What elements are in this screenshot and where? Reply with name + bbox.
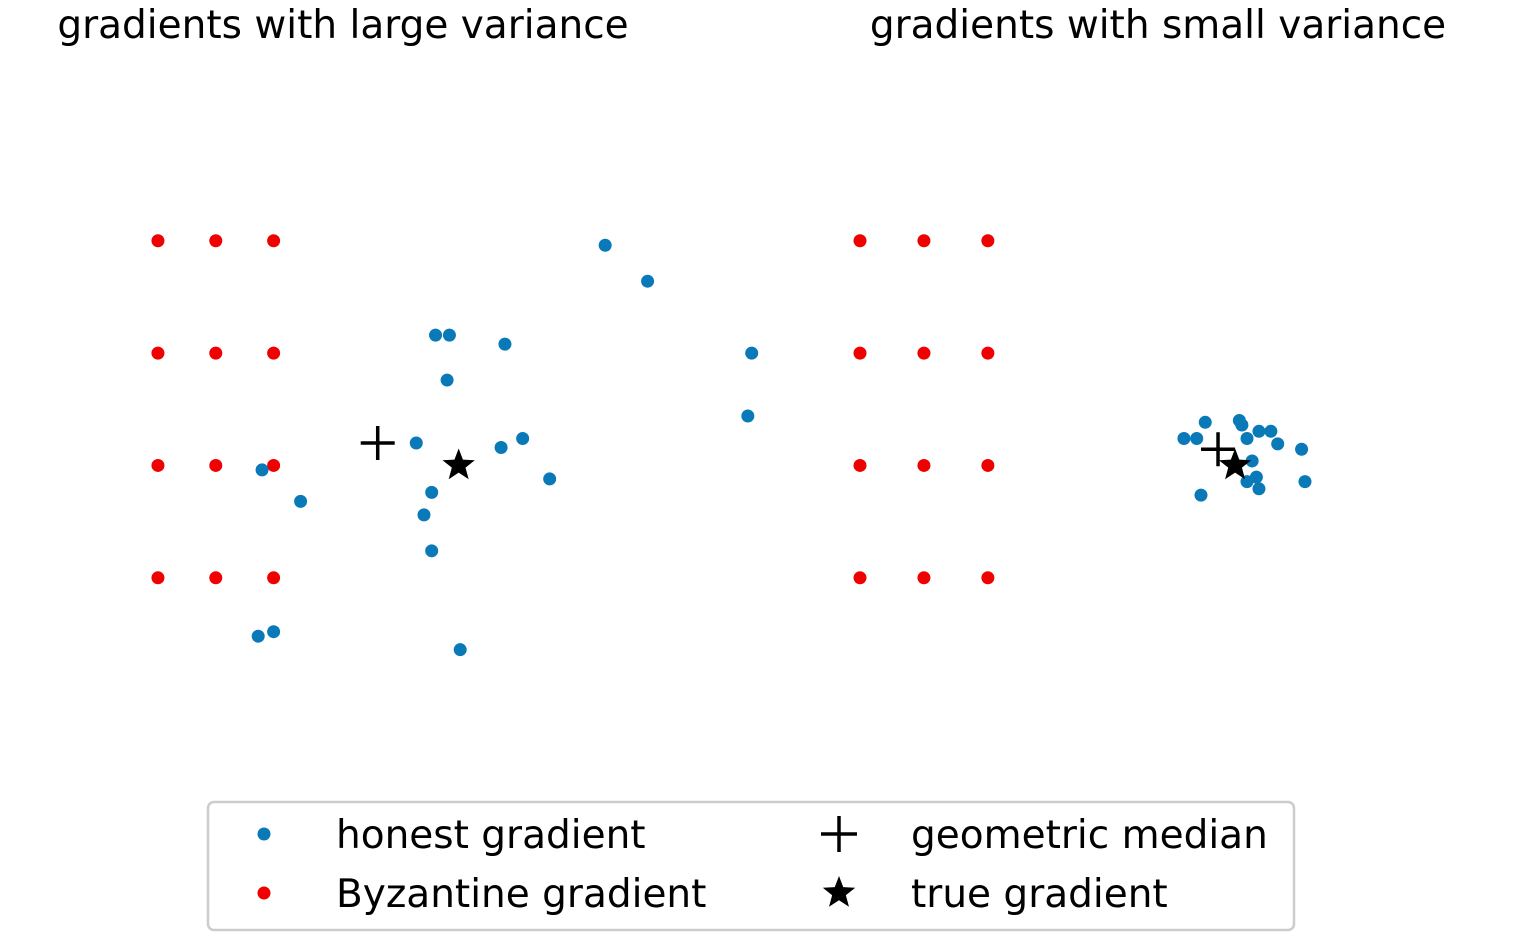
byzantine-point-2	[267, 234, 281, 248]
byzantine-point-3	[853, 346, 867, 360]
honest-point-13	[1252, 482, 1266, 496]
legend-frame	[206, 800, 1296, 932]
byzantine-point-6	[151, 458, 165, 472]
byzantine-point-7	[209, 458, 223, 472]
geometric-median-marker	[360, 425, 395, 460]
honest-point-10	[516, 431, 530, 445]
honest-point-7	[1177, 431, 1191, 445]
honest-point-3	[442, 328, 456, 342]
panel-large-variance: gradients with large variance	[57, 3, 759, 657]
honest-point-1	[641, 274, 655, 288]
honest-point-3	[1252, 424, 1266, 438]
honest-point-12	[425, 485, 439, 499]
honest-point-15	[1194, 488, 1208, 502]
byzantine-point-9	[151, 571, 165, 585]
honest-point-5	[440, 373, 454, 387]
honest-point-17	[267, 625, 281, 639]
honest-point-14	[1298, 475, 1312, 489]
honest-point-12	[1240, 475, 1254, 489]
title-small-variance: gradients with small variance	[870, 3, 1446, 48]
honest-point-2	[429, 328, 443, 342]
legend-star-icon	[822, 876, 856, 907]
byzantine-point-4	[917, 346, 931, 360]
honest-point-4	[498, 337, 512, 351]
byzantine-point-7	[917, 458, 931, 472]
honest-point-0	[1198, 415, 1212, 429]
legend-label-geometric-median: geometric median	[911, 813, 1268, 858]
honest-point-13	[417, 508, 431, 522]
byzantine-point-1	[209, 234, 223, 248]
honest-point-10	[1245, 454, 1259, 468]
honest-point-9	[494, 440, 508, 454]
honest-point-6	[745, 346, 759, 360]
honest-point-9	[1295, 442, 1309, 456]
byzantine-point-5	[981, 346, 995, 360]
legend-byzantine-dot-icon	[257, 886, 271, 900]
geometric-median-marker	[1201, 432, 1236, 467]
byzantine-point-1	[917, 234, 931, 248]
panel-small-variance: gradients with small variance	[853, 3, 1446, 585]
honest-point-15	[255, 463, 269, 477]
byzantine-point-10	[209, 571, 223, 585]
honest-point-8	[1271, 437, 1285, 451]
byzantine-point-3	[151, 346, 165, 360]
honest-point-2	[1235, 418, 1249, 432]
true-gradient-marker	[442, 448, 475, 480]
honest-point-14	[425, 544, 439, 558]
honest-point-11	[543, 472, 557, 486]
byzantine-point-8	[981, 458, 995, 472]
byzantine-point-10	[917, 571, 931, 585]
legend-honest-dot-icon	[257, 827, 271, 841]
true-gradient-marker	[1218, 448, 1252, 480]
legend: honest gradient Byzantine gradient geome…	[206, 800, 1296, 932]
byzantine-point-2	[981, 234, 995, 248]
honest-point-5	[1240, 431, 1254, 445]
honest-point-16	[294, 494, 308, 508]
honest-point-19	[453, 643, 467, 657]
legend-label-honest: honest gradient	[336, 813, 646, 858]
byzantine-point-8	[267, 458, 281, 472]
byzantine-point-11	[267, 571, 281, 585]
byzantine-point-4	[209, 346, 223, 360]
honest-point-0	[598, 238, 612, 252]
byzantine-point-6	[853, 458, 867, 472]
honest-point-18	[251, 629, 265, 643]
honest-point-8	[409, 436, 423, 450]
honest-point-7	[741, 409, 755, 423]
honest-point-6	[1190, 431, 1204, 445]
legend-label-byzantine: Byzantine gradient	[336, 872, 706, 917]
byzantine-point-9	[853, 571, 867, 585]
legend-plus-icon	[821, 816, 857, 852]
honest-point-4	[1264, 424, 1278, 438]
byzantine-point-0	[853, 234, 867, 248]
legend-label-true-gradient: true gradient	[911, 872, 1168, 917]
byzantine-point-5	[267, 346, 281, 360]
title-large-variance: gradients with large variance	[57, 3, 628, 48]
byzantine-point-11	[981, 571, 995, 585]
byzantine-point-0	[151, 234, 165, 248]
